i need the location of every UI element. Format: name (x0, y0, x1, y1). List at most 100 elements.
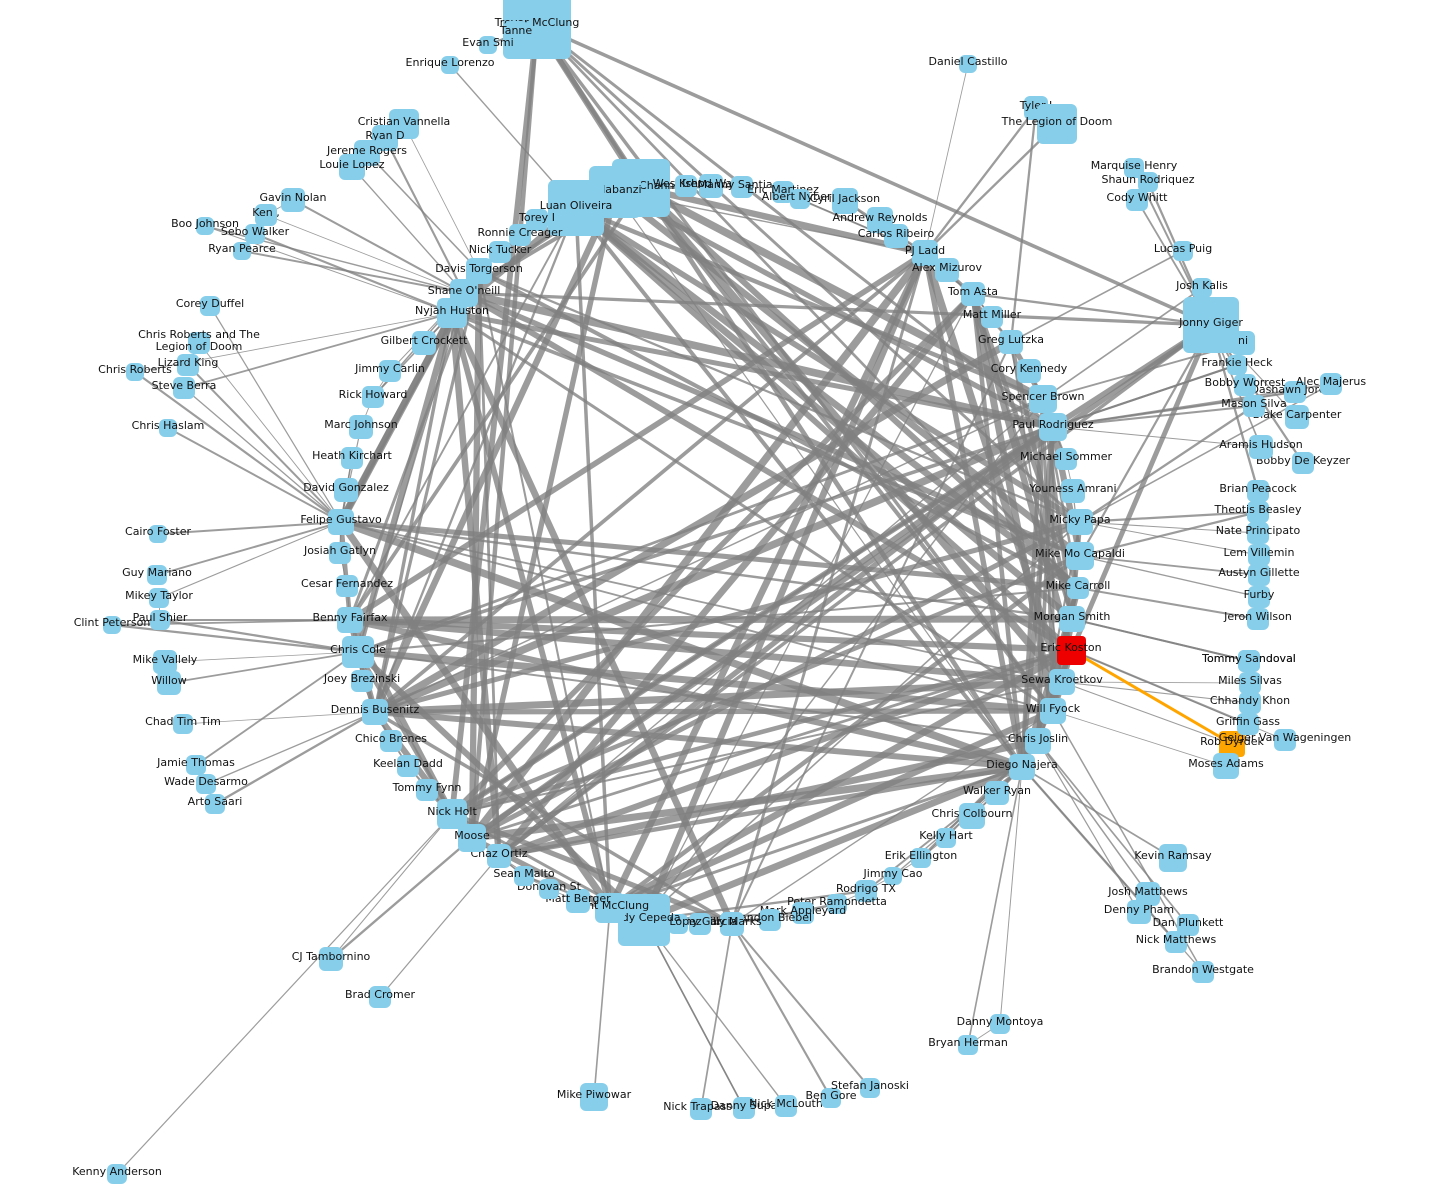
graph-node[interactable] (173, 714, 193, 734)
graph-node[interactable] (959, 55, 977, 73)
graph-node[interactable] (1138, 172, 1158, 192)
graph-node[interactable] (884, 224, 908, 248)
graph-node[interactable] (775, 1095, 797, 1117)
graph-node[interactable] (1274, 729, 1296, 751)
graph-node[interactable] (566, 889, 590, 913)
graph-node[interactable] (595, 893, 625, 923)
graph-node[interactable] (437, 298, 467, 328)
graph-node[interactable] (1231, 331, 1255, 355)
graph-node[interactable] (336, 575, 358, 597)
graph-node[interactable] (985, 781, 1009, 805)
graph-node[interactable] (196, 217, 214, 235)
graph-node[interactable] (1234, 374, 1256, 396)
graph-node[interactable] (1009, 754, 1035, 780)
graph-node[interactable] (731, 176, 753, 198)
graph-node[interactable] (618, 894, 670, 946)
graph-node[interactable] (935, 258, 959, 282)
graph-node[interactable] (1192, 961, 1214, 983)
graph-node[interactable] (1066, 542, 1094, 570)
graph-node[interactable] (1049, 669, 1075, 695)
graph-node[interactable] (173, 377, 195, 399)
graph-node[interactable] (1165, 931, 1187, 953)
graph-node[interactable] (1159, 844, 1187, 872)
graph-node[interactable] (103, 616, 121, 634)
graph-node[interactable] (157, 671, 181, 695)
graph-node[interactable] (912, 240, 938, 266)
graph-node[interactable] (188, 332, 210, 354)
graph-node[interactable] (504, 21, 528, 45)
graph-node[interactable] (668, 914, 688, 934)
graph-node[interactable] (334, 478, 358, 502)
graph-node[interactable] (351, 670, 373, 692)
graph-node[interactable] (416, 779, 438, 801)
graph-node[interactable] (1237, 713, 1259, 735)
graph-node[interactable] (911, 848, 931, 868)
graph-node[interactable] (1239, 672, 1261, 694)
graph-node[interactable] (936, 828, 956, 848)
graph-node[interactable] (1177, 914, 1199, 936)
graph-node[interactable] (548, 180, 604, 236)
graph-node[interactable] (1183, 297, 1239, 353)
graph-node[interactable] (526, 209, 548, 231)
graph-node[interactable] (153, 650, 177, 674)
graph-node[interactable] (689, 913, 711, 935)
graph-node[interactable] (860, 1078, 880, 1098)
graph-node[interactable] (1192, 278, 1212, 298)
graph-node[interactable] (441, 56, 459, 74)
graph-node[interactable] (337, 607, 363, 633)
graph-node[interactable] (539, 879, 559, 899)
graph-node[interactable] (159, 419, 177, 437)
graph-node[interactable] (107, 1164, 127, 1184)
graph-node[interactable] (1127, 900, 1151, 924)
graph-node[interactable] (412, 331, 436, 355)
graph-node[interactable] (509, 224, 531, 246)
graph-node[interactable] (821, 1088, 841, 1108)
graph-node[interactable] (200, 296, 220, 316)
graph-node[interactable] (147, 565, 167, 585)
graph-node[interactable] (149, 525, 167, 543)
graph-node[interactable] (772, 181, 794, 203)
graph-node[interactable] (1025, 728, 1051, 754)
graph-node[interactable] (699, 174, 723, 198)
graph-node[interactable] (1248, 586, 1270, 608)
graph-node[interactable] (149, 588, 169, 608)
graph-node[interactable] (1248, 544, 1270, 566)
graph-node[interactable] (1056, 635, 1086, 665)
graph-node[interactable] (1247, 608, 1269, 630)
graph-node[interactable] (884, 867, 902, 885)
graph-node[interactable] (341, 447, 363, 469)
graph-node[interactable] (1213, 753, 1239, 779)
graph-node[interactable] (1061, 479, 1085, 503)
graph-node[interactable] (328, 509, 354, 535)
graph-node[interactable] (961, 282, 985, 306)
graph-node[interactable] (126, 363, 144, 381)
graph-node[interactable] (1247, 501, 1269, 523)
graph-node[interactable] (959, 803, 985, 829)
graph-node[interactable] (981, 306, 1003, 328)
graph-node[interactable] (245, 224, 265, 244)
graph-node[interactable] (1248, 564, 1270, 586)
graph-node[interactable] (759, 909, 781, 931)
graph-node[interactable] (1249, 435, 1273, 459)
graph-node[interactable] (342, 636, 374, 668)
graph-node[interactable] (690, 1098, 712, 1120)
graph-node[interactable] (580, 1083, 608, 1111)
graph-node[interactable] (1173, 241, 1193, 261)
graph-node[interactable] (790, 189, 810, 209)
graph-node[interactable] (1285, 405, 1309, 429)
graph-node[interactable] (1284, 381, 1306, 403)
graph-node[interactable] (255, 204, 277, 226)
graph-node[interactable] (487, 844, 511, 868)
graph-node[interactable] (1067, 577, 1089, 599)
graph-node[interactable] (319, 947, 343, 971)
graph-node[interactable] (958, 1035, 978, 1055)
graph-node[interactable] (339, 154, 365, 180)
graph-node[interactable] (379, 360, 401, 382)
graph-node[interactable] (205, 794, 225, 814)
graph-node[interactable] (186, 755, 206, 775)
graph-node[interactable] (792, 902, 814, 924)
graph-node[interactable] (1037, 104, 1077, 144)
graph-node[interactable] (233, 242, 251, 260)
graph-node[interactable] (1017, 359, 1041, 383)
graph-node[interactable] (990, 1014, 1010, 1034)
